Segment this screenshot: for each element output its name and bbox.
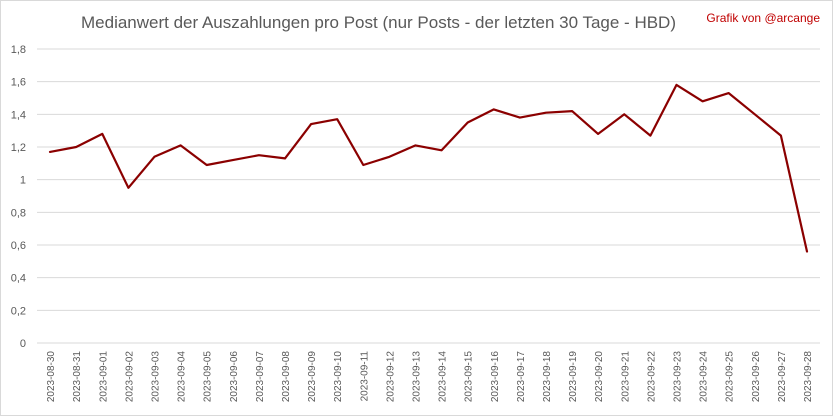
- x-tick-label: 2023-09-21: [620, 351, 631, 403]
- x-tick-label: 2023-09-19: [568, 351, 579, 403]
- x-tick-label: 2023-09-05: [203, 351, 214, 403]
- x-tick-label: 2023-08-31: [72, 351, 83, 403]
- x-tick-label: 2023-09-28: [803, 351, 814, 403]
- y-tick-label: 1,4: [11, 109, 26, 121]
- x-tick-label: 2023-09-17: [516, 351, 527, 403]
- y-tick-label: 0,4: [11, 273, 26, 285]
- x-tick-label: 2023-09-22: [646, 351, 657, 403]
- x-tick-label: 2023-09-03: [150, 351, 161, 403]
- y-tick-label: 0,2: [11, 305, 26, 317]
- x-tick-label: 2023-09-20: [594, 351, 605, 403]
- x-tick-label: 2023-09-12: [385, 351, 396, 403]
- x-tick-label: 2023-09-16: [490, 351, 501, 403]
- x-tick-label: 2023-09-25: [725, 351, 736, 403]
- y-tick-label: 1: [20, 175, 26, 187]
- x-tick-label: 2023-09-13: [411, 351, 422, 403]
- series-line: [48, 83, 809, 253]
- x-tick-label: 2023-09-09: [307, 351, 318, 403]
- x-tick-label: 2023-09-23: [672, 351, 683, 403]
- x-tick-label: 2023-09-01: [98, 351, 109, 403]
- chart-credit: Grafik von @arcange: [706, 11, 820, 25]
- x-tick-label: 2023-09-06: [229, 351, 240, 403]
- x-tick-label: 2023-09-02: [124, 351, 135, 403]
- gridlines: [37, 48, 820, 344]
- chart-title: Medianwert der Auszahlungen pro Post (nu…: [81, 13, 676, 32]
- x-tick-label: 2023-08-30: [46, 351, 57, 403]
- y-tick-label: 1,2: [11, 142, 26, 154]
- x-tick-label: 2023-09-14: [438, 351, 449, 403]
- x-tick-label: 2023-09-15: [464, 351, 475, 403]
- x-tick-label: 2023-09-10: [333, 351, 344, 403]
- x-tick-label: 2023-09-24: [699, 351, 710, 403]
- y-tick-label: 1,6: [11, 77, 26, 89]
- x-tick-label: 2023-09-11: [359, 351, 370, 402]
- y-tick-label: 0: [20, 338, 26, 350]
- x-tick-label: 2023-09-04: [177, 351, 188, 403]
- x-tick-label: 2023-09-18: [542, 351, 553, 403]
- x-tick-label: 2023-09-08: [281, 351, 292, 403]
- y-tick-label: 0,6: [11, 240, 26, 252]
- y-tick-label: 1,8: [11, 44, 26, 56]
- y-axis-tick-labels: 0 0,2 0,4 0,6 0,8 1 1,2 1,4 1,6 1,8: [11, 44, 26, 350]
- x-tick-label: 2023-09-07: [255, 351, 266, 403]
- x-axis-tick-labels: 2023-08-30 2023-08-31 2023-09-01 2023-09-02…: [46, 351, 814, 403]
- x-tick-label: 2023-09-26: [751, 351, 762, 403]
- x-tick-label: 2023-09-27: [777, 351, 788, 403]
- y-tick-label: 0,8: [11, 207, 26, 219]
